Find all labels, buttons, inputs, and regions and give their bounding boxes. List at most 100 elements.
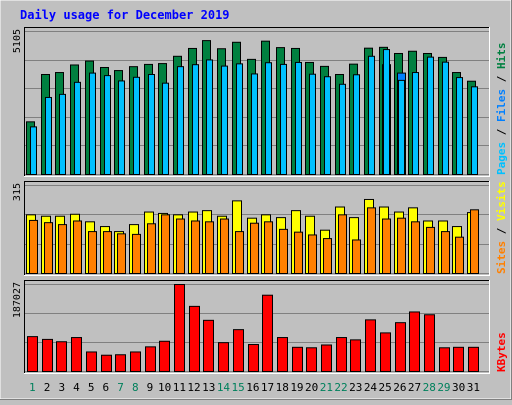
bar-sites-day-2: [44, 222, 53, 274]
day-label-27: 27: [408, 381, 421, 394]
bar-kbytes-day-9: [145, 346, 156, 372]
legend-entry: Sites: [495, 241, 508, 274]
bar-kbytes-day-21: [321, 344, 332, 372]
bar-pages-day-13: [206, 59, 213, 175]
bar-sites-day-31: [470, 209, 479, 274]
bar-sites-day-9: [147, 223, 156, 274]
bar-kbytes-day-14: [218, 342, 229, 372]
day-label-9: 9: [147, 381, 154, 394]
day-label-26: 26: [393, 381, 406, 394]
bar-pages-day-27: [412, 72, 419, 175]
bar-sites-day-5: [88, 231, 97, 275]
bar-pages-day-10: [162, 82, 169, 175]
bar-kbytes-day-20: [306, 347, 317, 372]
bar-kbytes-day-22: [336, 337, 347, 372]
bar-sites-day-10: [161, 214, 170, 274]
bar-kbytes-day-28: [424, 314, 435, 373]
day-label-11: 11: [173, 381, 186, 394]
bar-sites-day-23: [352, 239, 361, 275]
panel-kbytes-legend: KBytes: [495, 332, 508, 372]
bar-kbytes-day-10: [159, 340, 170, 373]
chart-panels: 5105 Pages / Files / Hits 315 Sites / Visit…: [12, 27, 508, 374]
panel-kbytes-ymax-label: 187027: [12, 282, 23, 318]
panel-hits-ymax-label: 5105: [12, 29, 23, 53]
bar-kbytes-day-15: [233, 329, 244, 373]
day-label-16: 16: [246, 381, 259, 394]
bar-sites-day-12: [191, 220, 200, 275]
day-label-6: 6: [103, 381, 110, 394]
day-labels: 1 2 3 4 5 6 7 8 9 10 11 12 13 14 15 16 17 18 19 20 21 22 23 24 2…: [29, 381, 480, 394]
bar-kbytes-day-31: [468, 346, 479, 372]
bar-kbytes-day-27: [409, 311, 420, 372]
day-label-4: 4: [73, 381, 80, 394]
bar-pages-day-15: [236, 63, 243, 175]
bar-kbytes-day-8: [130, 351, 141, 372]
day-label-18: 18: [276, 381, 289, 394]
bar-kbytes-day-24: [365, 319, 376, 373]
day-label-14: 14: [217, 381, 231, 394]
bar-pages-day-9: [148, 73, 155, 175]
bar-pages-day-18: [280, 63, 287, 175]
day-label-13: 13: [202, 381, 215, 394]
series-kbytes: [27, 284, 479, 373]
day-label-28: 28: [423, 381, 436, 394]
bar-kbytes-day-11: [174, 284, 185, 373]
bar-pages-day-11: [177, 66, 184, 175]
day-label-10: 10: [158, 381, 171, 394]
bar-kbytes-day-5: [86, 351, 97, 372]
bar-pages-day-1: [30, 126, 37, 175]
bar-sites-day-6: [103, 231, 112, 275]
bar-sites-day-28: [426, 226, 435, 274]
bar-kbytes-day-4: [71, 337, 82, 372]
bar-pages-day-24: [368, 55, 375, 175]
bar-sites-day-17: [264, 221, 273, 274]
panel-hits-legend: Pages / Files / Hits: [495, 43, 508, 176]
bar-sites-day-25: [382, 218, 391, 274]
panel-hits: 5105 Pages / Files / Hits: [12, 27, 508, 177]
day-label-29: 29: [437, 381, 450, 394]
chart-title: Daily usage for December 2019: [20, 8, 230, 22]
bar-pages-day-22: [339, 83, 346, 175]
bar-sites-day-1: [29, 219, 38, 275]
bar-kbytes-day-12: [189, 305, 200, 372]
bar-pages-day-21: [324, 76, 331, 175]
panel-kbytes: 187027 KBytes: [12, 280, 508, 374]
legend-entry: Visits: [495, 181, 508, 221]
series-sites: [29, 207, 479, 275]
bar-kbytes-day-17: [262, 294, 273, 372]
day-label-7: 7: [117, 381, 124, 394]
bar-kbytes-day-25: [380, 332, 391, 372]
bar-pages-day-4: [74, 81, 81, 175]
panel-visits-legend: Sites / Visits: [495, 181, 508, 274]
bar-pages-day-19: [295, 61, 302, 175]
day-label-20: 20: [305, 381, 318, 394]
legend-entry: KBytes: [495, 332, 508, 372]
bar-sites-day-30: [455, 236, 464, 274]
bar-sites-day-7: [117, 233, 126, 274]
bar-kbytes-day-13: [203, 319, 214, 373]
bar-sites-day-21: [323, 238, 332, 274]
bar-pages-day-26: [398, 79, 405, 175]
day-label-2: 2: [44, 381, 51, 394]
bar-kbytes-day-19: [292, 346, 303, 372]
bar-pages-day-30: [456, 77, 463, 175]
bar-sites-day-8: [132, 233, 141, 274]
bar-pages-day-2: [45, 96, 52, 175]
bar-pages-day-25: [383, 49, 390, 175]
day-label-12: 12: [187, 381, 200, 394]
bar-pages-day-16: [251, 73, 258, 175]
bar-kbytes-day-2: [42, 338, 53, 372]
legend-entry: Pages: [495, 142, 508, 175]
bar-sites-day-16: [250, 222, 259, 274]
bar-kbytes-day-23: [350, 339, 361, 372]
panel-visits-ymax-label: 315: [12, 183, 23, 201]
panel-visits: 315 Sites / Visits: [12, 181, 508, 276]
day-label-21: 21: [320, 381, 333, 394]
day-label-30: 30: [452, 381, 465, 394]
day-label-22: 22: [334, 381, 347, 394]
bar-kbytes-day-16: [248, 344, 259, 372]
bar-pages-day-12: [192, 64, 199, 175]
bar-pages-day-23: [353, 74, 360, 175]
bar-sites-day-15: [235, 231, 244, 275]
bar-pages-day-31: [471, 86, 478, 175]
